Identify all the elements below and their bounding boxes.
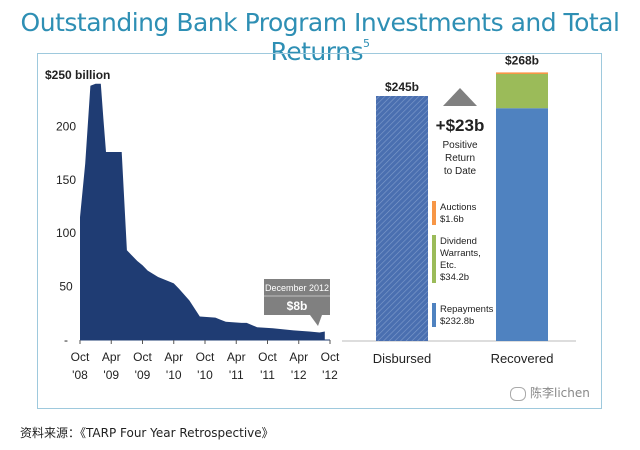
wechat-icon [510, 386, 526, 401]
legend-label-dividend-warrants: Warrants, [440, 248, 481, 259]
legend-swatch-repayments [432, 303, 436, 327]
x-tick-label-month: Oct [71, 350, 90, 364]
x-tick-label-month: Oct [321, 350, 340, 364]
x-tick-label-month: Oct [258, 350, 277, 364]
legend-label-dividend-warrants: Etc. [440, 260, 456, 271]
x-tick-label-year: '09 [103, 368, 119, 382]
x-tick-label-month: Apr [164, 350, 183, 364]
legend-label-auctions: $1.6b [440, 214, 464, 225]
legend-label-dividend-warrants: Dividend [440, 236, 477, 247]
y-tick-label: 150 [56, 173, 76, 187]
recovered-segment-repayments [496, 108, 548, 341]
x-tick-label-year: '11 [229, 368, 244, 382]
x-tick-label-year: '08 [72, 368, 88, 382]
return-caption-line-2: Return [445, 153, 475, 164]
december-2012-callout: December 2012 $8b [263, 279, 331, 326]
y-tick-label: - [64, 333, 68, 347]
x-tick-label-year: '11 [260, 368, 275, 382]
return-value: +$23b [436, 116, 485, 135]
callout-pointer [310, 315, 322, 326]
return-up-triangle-icon [443, 88, 477, 106]
x-tick-label-year: '12 [322, 368, 338, 382]
x-tick-label-month: Apr [102, 350, 121, 364]
legend-swatch-auctions [432, 201, 436, 225]
x-tick-label-month: Apr [289, 350, 308, 364]
x-tick-label-month: Apr [227, 350, 246, 364]
x-tick-label-month: Oct [133, 350, 152, 364]
y-axis-unit-label: $250 billion [45, 68, 110, 82]
legend-label-dividend-warrants: $34.2b [440, 272, 469, 283]
x-tick-label-year: '12 [291, 368, 307, 382]
legend-label-auctions: Auctions [440, 202, 477, 213]
y-tick-label: 50 [59, 280, 73, 294]
disbursed-value-label: $245b [385, 80, 419, 94]
x-tick-label-year: '10 [166, 368, 182, 382]
legend-label-repayments: Repayments [440, 304, 494, 315]
x-tick-label-year: '09 [135, 368, 151, 382]
category-label-disbursed: Disbursed [373, 351, 432, 366]
title-footnote: 5 [362, 36, 370, 50]
callout-box [264, 279, 330, 315]
return-caption-line-1: Positive [442, 140, 477, 151]
chart-title: Outstanding Bank Program Investments and… [20, 8, 620, 66]
y-tick-label: 100 [56, 226, 76, 240]
source-note: 资料来源：《TARP Four Year Retrospective》 [20, 426, 274, 440]
callout-value: $8b [287, 299, 308, 313]
watermark: 陈李lichen [510, 384, 590, 401]
y-tick-label: 200 [56, 119, 76, 133]
x-tick-label-month: Oct [196, 350, 215, 364]
disbursed-bar [376, 96, 428, 341]
recovered-segment-dividend-warrants [496, 74, 548, 109]
outstanding-investment-area [80, 83, 325, 340]
chart-frame [37, 53, 602, 409]
legend-swatch-dividend-warrants [432, 235, 436, 283]
category-label-recovered: Recovered [491, 351, 554, 366]
return-caption-line-3: to Date [444, 166, 477, 177]
x-tick-label-year: '10 [197, 368, 213, 382]
recovered-segment-auctions [496, 72, 548, 74]
legend-label-repayments: $232.8b [440, 316, 474, 327]
callout-date: December 2012 [265, 283, 329, 293]
recovered-value-label: $268b [505, 53, 539, 67]
